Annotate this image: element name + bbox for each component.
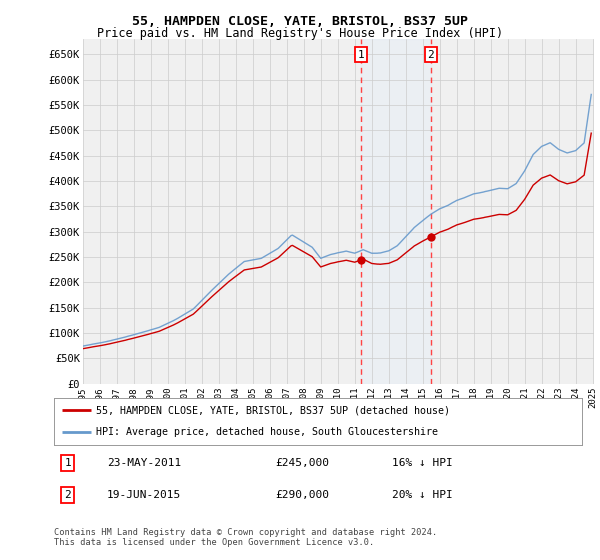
Bar	[361, 39, 431, 384]
Text: HPI: Average price, detached house, South Gloucestershire: HPI: Average price, detached house, Sout…	[96, 427, 438, 437]
Text: 1: 1	[358, 50, 365, 60]
Text: 16% ↓ HPI: 16% ↓ HPI	[392, 458, 452, 468]
Text: 55, HAMPDEN CLOSE, YATE, BRISTOL, BS37 5UP (detached house): 55, HAMPDEN CLOSE, YATE, BRISTOL, BS37 5…	[96, 405, 450, 416]
Text: 20% ↓ HPI: 20% ↓ HPI	[392, 490, 452, 500]
Text: £290,000: £290,000	[276, 490, 330, 500]
Text: 2: 2	[65, 490, 71, 500]
Text: 2: 2	[427, 50, 434, 60]
Text: £245,000: £245,000	[276, 458, 330, 468]
Text: 23-MAY-2011: 23-MAY-2011	[107, 458, 181, 468]
Text: Contains HM Land Registry data © Crown copyright and database right 2024.
This d: Contains HM Land Registry data © Crown c…	[54, 528, 437, 547]
Text: 1: 1	[65, 458, 71, 468]
Text: 19-JUN-2015: 19-JUN-2015	[107, 490, 181, 500]
Text: Price paid vs. HM Land Registry's House Price Index (HPI): Price paid vs. HM Land Registry's House …	[97, 27, 503, 40]
Text: 55, HAMPDEN CLOSE, YATE, BRISTOL, BS37 5UP: 55, HAMPDEN CLOSE, YATE, BRISTOL, BS37 5…	[132, 15, 468, 27]
